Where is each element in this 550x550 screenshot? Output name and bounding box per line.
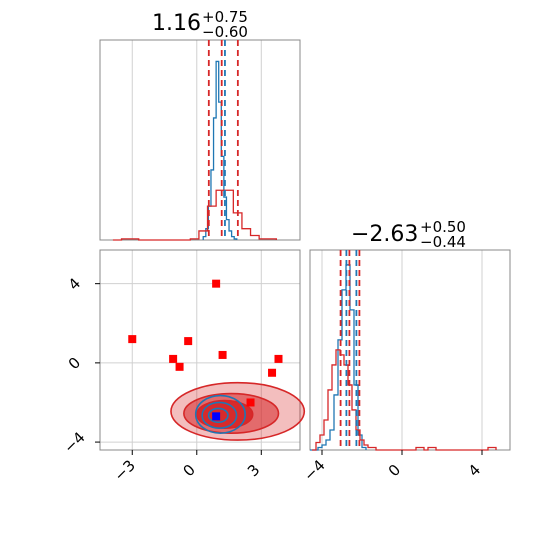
- x-tick-label: −4: [300, 456, 328, 484]
- contour-blue: [194, 394, 246, 434]
- histogram-red: [112, 189, 277, 241]
- histogram-blue: [202, 60, 238, 240]
- title-p2-sup: +0.50: [420, 218, 466, 236]
- marker-red-square: [169, 354, 178, 363]
- marker-red-square: [218, 350, 227, 359]
- histogram-p2-panel: −4 0 4: [300, 249, 511, 485]
- histogram-p1-panel: [99, 39, 301, 241]
- marker-red-square: [246, 398, 255, 407]
- x-tick-label: 0: [385, 461, 404, 480]
- marker-red-square: [212, 279, 221, 288]
- marker-red-square: [268, 368, 277, 377]
- title-p1-sub: −0.60: [202, 23, 248, 41]
- title-p1-sup: +0.75: [202, 8, 248, 26]
- title-p2: −2.63: [351, 222, 418, 247]
- contour-blue: [207, 407, 229, 424]
- marker-red-square: [175, 362, 184, 371]
- plot-frame: [99, 39, 301, 241]
- marker-blue-square: [212, 412, 221, 421]
- y-tick-label: 4: [65, 274, 84, 293]
- contour-red: [195, 399, 254, 430]
- title-p2-main: −2.63: [351, 222, 418, 247]
- histogram-red: [312, 349, 497, 451]
- marker-red-square: [128, 335, 137, 344]
- y-tick-label: 0: [65, 354, 84, 373]
- scatter-p1-p2-panel: −3 0 3 −4 0 4: [60, 249, 306, 485]
- marker-red-square: [184, 337, 193, 346]
- contour-blue: [201, 401, 238, 430]
- title-p1-main: 1.16: [152, 11, 201, 36]
- y-tick-label: −4: [60, 428, 88, 456]
- x-tick-label: 4: [465, 461, 484, 480]
- x-tick-label: 0: [179, 461, 198, 480]
- x-tick-label: 3: [244, 461, 263, 480]
- title-p1: 1.16: [152, 11, 201, 36]
- histogram-blue: [310, 264, 367, 451]
- plot-frame: [99, 249, 301, 451]
- marker-red-square: [274, 354, 283, 363]
- x-tick-label: −3: [111, 456, 139, 484]
- title-p2-sub: −0.44: [420, 233, 466, 251]
